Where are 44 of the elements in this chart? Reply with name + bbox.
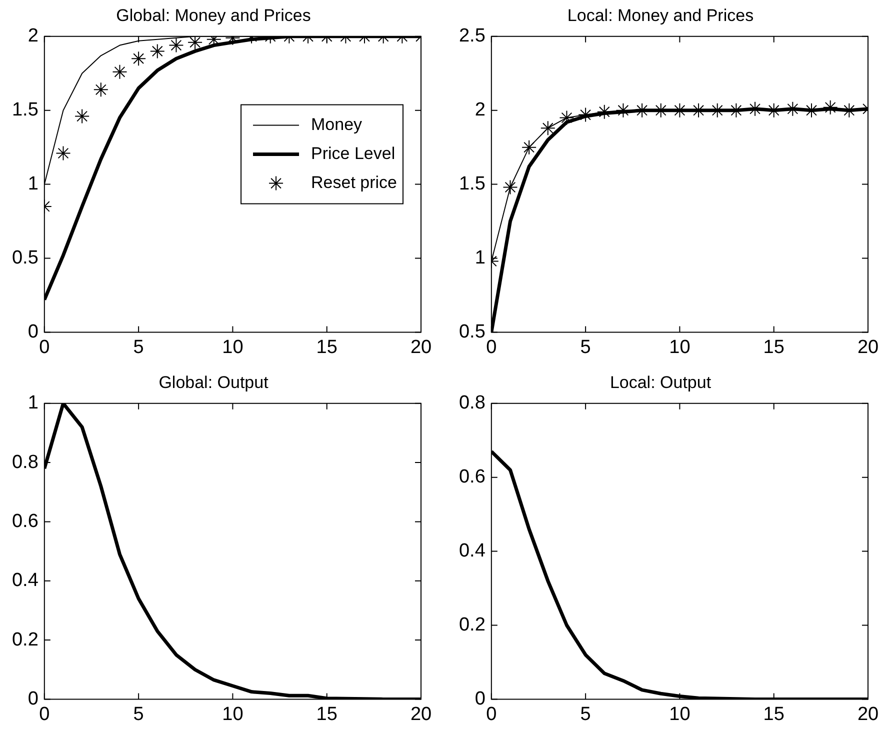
x-tick-label: 20 xyxy=(410,336,432,358)
x-tick-label: 20 xyxy=(410,704,432,725)
y-tick-label: 0.2 xyxy=(458,614,486,636)
y-tick-label: 0.8 xyxy=(12,452,38,473)
x-tick-label: 15 xyxy=(763,704,784,725)
x-tick-label: 15 xyxy=(763,336,784,358)
x-tick-label: 20 xyxy=(857,336,879,358)
y-tick-label: 0 xyxy=(28,688,38,710)
y-tick-label: 0.6 xyxy=(458,466,486,488)
y-tick-label: 0 xyxy=(28,321,38,342)
y-tick-label: 1.5 xyxy=(12,100,38,121)
y-tick-label: 2 xyxy=(28,26,38,47)
y-tick-label: 2 xyxy=(474,100,486,121)
x-tick-label: 15 xyxy=(316,704,338,725)
y-tick-label: 0.4 xyxy=(458,540,486,562)
y-tick-label: 1 xyxy=(28,174,38,195)
x-tick-label: 5 xyxy=(580,336,591,358)
y-tick-label: 0.2 xyxy=(12,629,38,650)
y-tick-label: 0.6 xyxy=(12,510,38,532)
chart-title: Local: Output xyxy=(610,372,712,392)
chart-title: Global: Output xyxy=(158,372,269,392)
x-tick-label: 5 xyxy=(133,704,144,725)
x-tick-label: 5 xyxy=(580,704,591,725)
y-tick-label: 1 xyxy=(28,392,38,414)
chart-title: Local: Money and Prices xyxy=(567,6,754,25)
y-tick-label: 1.5 xyxy=(458,174,486,195)
x-tick-label: 10 xyxy=(222,704,244,725)
legend-label: Reset price xyxy=(311,172,398,192)
y-tick-label: 0.8 xyxy=(458,392,486,414)
y-tick-label: 2.5 xyxy=(458,26,486,47)
x-tick-label: 10 xyxy=(669,336,690,358)
legend-label: Price Level xyxy=(311,144,396,163)
chart-title: Global: Money and Prices xyxy=(116,6,311,25)
x-tick-label: 15 xyxy=(316,336,338,358)
y-tick-label: 0.5 xyxy=(458,321,486,342)
x-tick-label: 10 xyxy=(222,336,244,358)
x-tick-label: 5 xyxy=(133,336,144,358)
legend-label: Money xyxy=(311,114,363,134)
y-tick-label: 0 xyxy=(474,688,486,710)
y-tick-label: 0.4 xyxy=(12,570,39,592)
x-tick-label: 20 xyxy=(857,704,879,725)
y-tick-label: 0.5 xyxy=(12,247,38,268)
x-tick-label: 10 xyxy=(669,704,690,725)
y-tick-label: 1 xyxy=(474,247,486,268)
